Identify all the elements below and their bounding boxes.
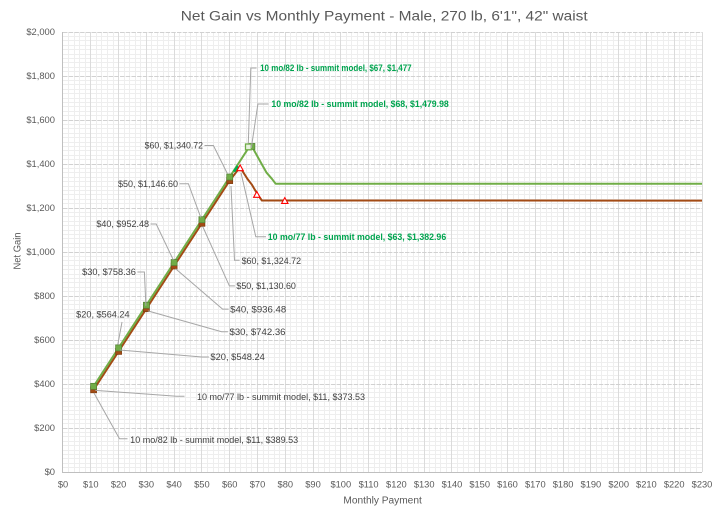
svg-text:Net Gain vs Monthly Payment -: Net Gain vs Monthly Payment - Male, 270 … [181, 8, 588, 23]
svg-text:$80: $80 [278, 480, 294, 490]
svg-text:$200: $200 [34, 422, 55, 433]
svg-text:$60, $1,340.72: $60, $1,340.72 [145, 141, 203, 151]
svg-text:$1,600: $1,600 [26, 114, 55, 125]
svg-text:$130: $130 [414, 480, 435, 490]
svg-text:$20: $20 [111, 480, 127, 490]
svg-text:$1,200: $1,200 [26, 202, 55, 213]
svg-text:$40, $936.48: $40, $936.48 [230, 304, 286, 314]
svg-text:10 mo/82 lb - summit model, $1: 10 mo/82 lb - summit model, $11, $389.53 [130, 435, 298, 445]
svg-text:$120: $120 [386, 480, 407, 490]
svg-text:$60, $1,324.72: $60, $1,324.72 [242, 256, 302, 266]
svg-text:Monthly Payment: Monthly Payment [343, 496, 422, 507]
svg-text:$90: $90 [305, 480, 321, 490]
svg-text:$30, $742.36: $30, $742.36 [230, 327, 286, 337]
svg-text:$160: $160 [497, 480, 518, 490]
svg-text:$1,400: $1,400 [26, 158, 55, 169]
svg-text:$30, $758.36: $30, $758.36 [82, 267, 136, 277]
svg-text:Net Gain: Net Gain [12, 233, 23, 270]
svg-text:10 mo/77 lb - summit model, $1: 10 mo/77 lb - summit model, $11, $373.53 [197, 392, 365, 402]
svg-text:10 mo/82 lb - summit model, $6: 10 mo/82 lb - summit model, $68, $1,479.… [271, 99, 448, 109]
svg-text:$1,000: $1,000 [26, 246, 55, 257]
svg-text:$60: $60 [222, 480, 238, 490]
svg-text:$1,800: $1,800 [26, 70, 55, 81]
svg-text:$180: $180 [553, 480, 574, 490]
svg-text:10 mo/77 lb - summit model, $6: 10 mo/77 lb - summit model, $63, $1,382.… [268, 232, 446, 242]
svg-text:$20, $548.24: $20, $548.24 [210, 352, 265, 362]
svg-text:$140: $140 [442, 480, 463, 490]
svg-text:$100: $100 [330, 480, 351, 490]
svg-text:$50, $1,146.60: $50, $1,146.60 [118, 179, 178, 189]
svg-text:$220: $220 [664, 480, 685, 490]
svg-text:$2,000: $2,000 [26, 26, 55, 37]
svg-text:$800: $800 [34, 290, 55, 301]
svg-text:$0: $0 [58, 480, 68, 490]
svg-text:$110: $110 [359, 480, 379, 490]
svg-text:$50, $1,130.60: $50, $1,130.60 [236, 281, 296, 291]
svg-text:$230: $230 [692, 480, 713, 490]
svg-text:$20, $564.24: $20, $564.24 [76, 310, 129, 320]
svg-text:$30: $30 [139, 480, 155, 490]
svg-text:$170: $170 [525, 480, 546, 490]
svg-text:$210: $210 [636, 480, 657, 490]
svg-text:10 mo/82 lb - summit model, $6: 10 mo/82 lb - summit model, $67, $1,477 [260, 63, 412, 73]
svg-text:$0: $0 [45, 466, 55, 477]
svg-text:$50: $50 [194, 480, 210, 490]
svg-text:$40: $40 [166, 480, 182, 490]
svg-text:$200: $200 [608, 480, 629, 490]
svg-text:$40, $952.48: $40, $952.48 [96, 219, 149, 229]
svg-text:$400: $400 [34, 378, 55, 389]
svg-text:$10: $10 [83, 480, 99, 490]
svg-text:$150: $150 [469, 480, 490, 490]
svg-text:$190: $190 [581, 480, 602, 490]
svg-text:$70: $70 [250, 480, 266, 490]
svg-text:$600: $600 [34, 334, 55, 345]
